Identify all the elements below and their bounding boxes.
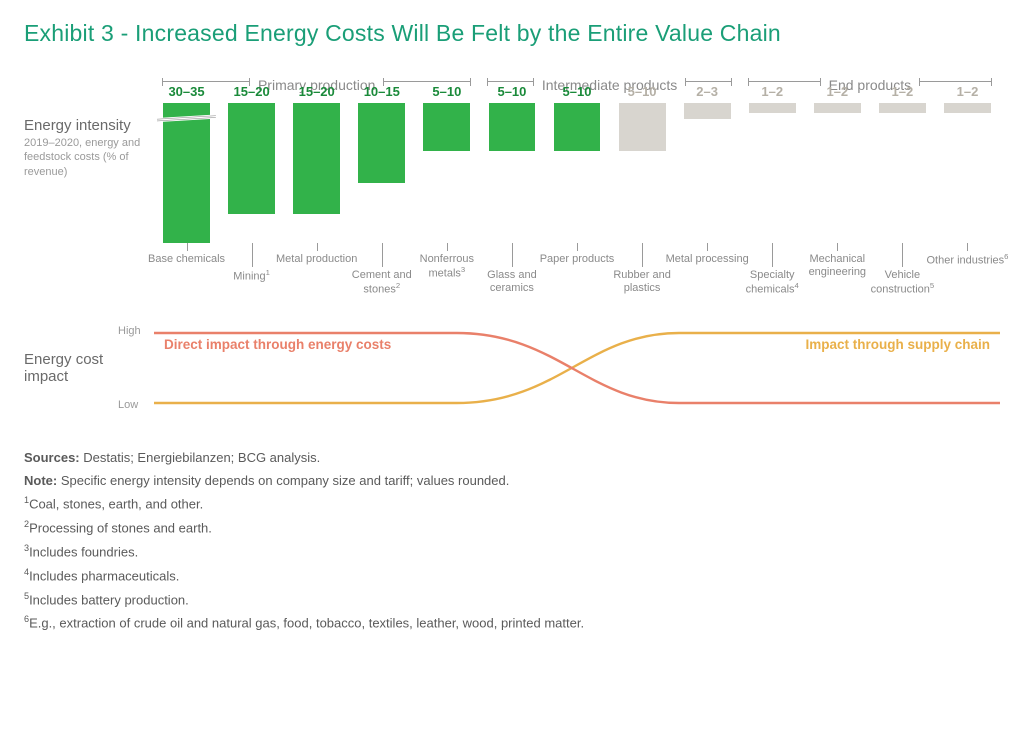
category-slot: Glass and ceramics — [479, 243, 544, 293]
axis-low: Low — [118, 399, 138, 411]
category-label: Paper products — [532, 253, 622, 266]
intensity-title: Energy intensity — [24, 117, 146, 134]
category-tick — [187, 243, 188, 251]
bar: 30–35 — [163, 103, 210, 243]
curve-label-direct: Direct impact through energy costs — [164, 337, 391, 352]
bar: 5–10 — [423, 103, 470, 151]
broken-axis-icon — [157, 113, 216, 123]
bar-value-label: 1–2 — [892, 84, 914, 99]
note-text: Specific energy intensity depends on com… — [57, 473, 509, 488]
bar: 1–2 — [944, 103, 991, 113]
category-tick — [707, 243, 708, 251]
bar-slot: 1–2 — [935, 103, 1000, 243]
bar: 1–2 — [814, 103, 861, 113]
category-tick — [252, 243, 253, 267]
bar-slot: 1–2 — [870, 103, 935, 243]
category-tick — [447, 243, 448, 251]
bar-slot: 15–20 — [219, 103, 284, 243]
category-slot: Rubber and plastics — [610, 243, 675, 293]
bar: 1–2 — [879, 103, 926, 113]
category-tick — [967, 243, 968, 251]
category-label: Metal production — [272, 253, 362, 266]
axis-high: High — [118, 325, 141, 337]
bar-slot: 5–10 — [479, 103, 544, 243]
bar-value-label: 15–20 — [234, 84, 270, 99]
bar: 1–2 — [749, 103, 796, 113]
bar-slot: 1–2 — [805, 103, 870, 243]
bar-value-label: 5–10 — [432, 84, 461, 99]
impact-curves: High Low Direct impact through energy co… — [154, 323, 1000, 413]
bar: 2–3 — [684, 103, 731, 119]
category-label: Other industries6 — [922, 253, 1012, 267]
bar-value-label: 10–15 — [364, 84, 400, 99]
category-slot: Vehicle construction5 — [870, 243, 935, 293]
bar: 15–20 — [228, 103, 275, 214]
category-label: Mining1 — [207, 269, 297, 283]
category-label: Base chemicals — [142, 253, 232, 266]
intensity-subtitle: 2019–2020, energy and feedstock costs (%… — [24, 136, 146, 179]
category-tick — [512, 243, 513, 267]
category-label: Metal processing — [662, 253, 752, 266]
footnotes: Sources: Destatis; Energiebilanzen; BCG … — [24, 449, 1000, 632]
bar-slot: 2–3 — [675, 103, 740, 243]
bar-value-label: 1–2 — [761, 84, 783, 99]
bar-slot: 5–10 — [544, 103, 609, 243]
bar-value-label: 30–35 — [168, 84, 204, 99]
bar-slot: 10–15 — [349, 103, 414, 243]
category-label: Rubber and plastics — [597, 269, 687, 294]
footnote-item: 5Includes battery production. — [24, 590, 1000, 609]
bar-value-label: 1–2 — [957, 84, 979, 99]
category-tick — [577, 243, 578, 251]
curve-label-supply: Impact through supply chain — [805, 337, 990, 352]
footnote-item: 2Processing of stones and earth. — [24, 518, 1000, 537]
category-tick — [837, 243, 838, 251]
bar: 5–10 — [619, 103, 666, 151]
bar-slot: 1–2 — [740, 103, 805, 243]
exhibit-title: Exhibit 3 - Increased Energy Costs Will … — [24, 20, 1000, 47]
bar-value-label: 5–10 — [628, 84, 657, 99]
bar-value-label: 15–20 — [299, 84, 335, 99]
bar: 10–15 — [358, 103, 405, 183]
category-tick — [382, 243, 383, 267]
footnote-item: 1Coal, stones, earth, and other. — [24, 494, 1000, 513]
category-slot: Mining1 — [219, 243, 284, 293]
category-tick — [772, 243, 773, 267]
bar: 15–20 — [293, 103, 340, 214]
category-tick — [642, 243, 643, 267]
category-tick — [317, 243, 318, 251]
bar-slot: 5–10 — [610, 103, 675, 243]
bar: 5–10 — [554, 103, 601, 151]
note-lead: Note: — [24, 473, 57, 488]
footnote-item: 4Includes pharmaceuticals. — [24, 566, 1000, 585]
bar-chart: 30–35 15–20 15–20 10–15 5–10 5–10 5–10 5–10 2–3 1… — [154, 103, 1000, 243]
bar-value-label: 5–10 — [497, 84, 526, 99]
footnote-item: 6E.g., extraction of crude oil and natur… — [24, 613, 1000, 632]
category-label: Glass and ceramics — [467, 269, 557, 294]
category-slot: Base chemicals — [154, 243, 219, 293]
bar-slot: 5–10 — [414, 103, 479, 243]
category-tick — [902, 243, 903, 267]
footnote-item: 3Includes foundries. — [24, 542, 1000, 561]
sources-lead: Sources: — [24, 450, 80, 465]
impact-title: Energy cost impact — [24, 351, 146, 385]
category-label: Vehicle construction5 — [857, 269, 947, 296]
bar: 5–10 — [489, 103, 536, 151]
bar-slot: 30–35 — [154, 103, 219, 243]
bar-value-label: 2–3 — [696, 84, 718, 99]
bar-categories: Base chemicalsMining1Metal productionCem… — [154, 243, 1000, 293]
bar-value-label: 1–2 — [826, 84, 848, 99]
bar-value-label: 5–10 — [563, 84, 592, 99]
category-slot: Other industries6 — [935, 243, 1000, 293]
bar-slot: 15–20 — [284, 103, 349, 243]
sources-text: Destatis; Energiebilanzen; BCG analysis. — [80, 450, 321, 465]
